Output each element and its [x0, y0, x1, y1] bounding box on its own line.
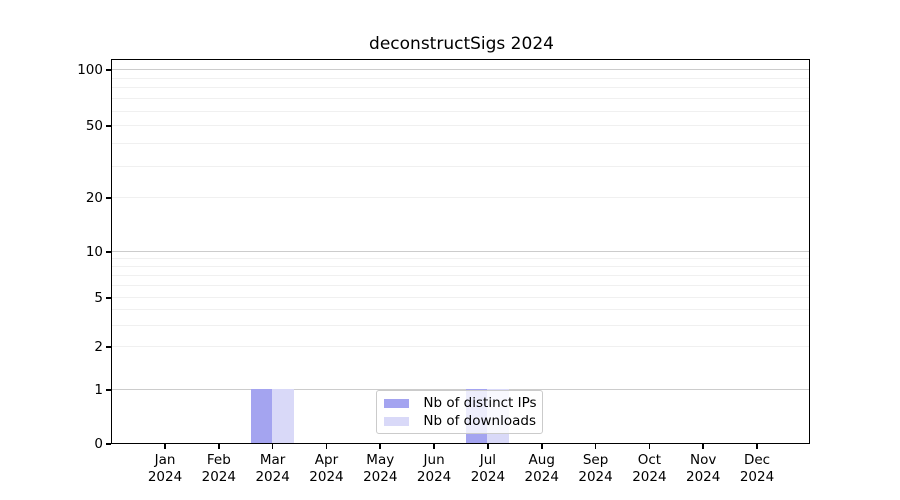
- gridline-minor-y9: [112, 258, 810, 260]
- gridline-minor-y80: [112, 87, 810, 89]
- y-tick-2: [106, 346, 112, 348]
- legend: Nb of distinct IPs Nb of downloads: [376, 390, 544, 435]
- gridline-minor-y90: [112, 77, 810, 79]
- x-tick-jul-2024: [487, 444, 489, 449]
- x-tick-sep-2024: [594, 444, 597, 449]
- x-tick-label-jul-2024: Jul 2024: [470, 452, 506, 485]
- y-tick-label-0: 0: [94, 435, 103, 452]
- x-tick-feb-2024: [218, 444, 220, 449]
- x-tick-may-2024: [379, 444, 382, 449]
- x-tick-label-feb-2024: Feb 2024: [201, 452, 236, 485]
- gridline-minor-y3: [112, 324, 810, 326]
- plot-area: Nb of distinct IPs Nb of downloads: [111, 59, 811, 445]
- legend-item-distinct-ips: Nb of distinct IPs: [377, 394, 542, 412]
- y-tick-label-1: 1: [94, 381, 103, 398]
- x-tick-jun-2024: [433, 444, 435, 449]
- gridline-major-y10: [112, 251, 810, 253]
- y-tick-20: [106, 197, 112, 199]
- gridline-minor-y5: [112, 297, 810, 299]
- gridline-minor-y40: [112, 142, 810, 144]
- x-tick-label-mar-2024: Mar 2024: [255, 452, 290, 485]
- y-tick-0: [106, 443, 112, 445]
- x-tick-mar-2024: [271, 444, 274, 449]
- y-tick-label-100: 100: [77, 61, 103, 78]
- x-tick-apr-2024: [325, 444, 328, 449]
- x-tick-label-jun-2024: Jun 2024: [416, 452, 452, 485]
- y-tick-label-50: 50: [85, 117, 103, 134]
- x-tick-jan-2024: [164, 444, 166, 449]
- gridline-minor-y70: [112, 98, 810, 100]
- y-tick-100: [106, 69, 112, 71]
- gridline-major-y1: [112, 389, 810, 391]
- y-tick-50: [106, 125, 112, 127]
- gridline-major-y100: [112, 69, 810, 71]
- legend-item-downloads: Nb of downloads: [377, 412, 542, 430]
- gridline-minor-y20: [112, 197, 810, 199]
- gridlines-layer: [112, 60, 810, 443]
- gridline-minor-y8: [112, 266, 810, 268]
- gridline-minor-y50: [112, 125, 810, 127]
- y-tick-label-10: 10: [85, 243, 103, 260]
- gridline-minor-y2: [112, 346, 810, 348]
- x-tick-oct-2024: [648, 444, 651, 449]
- x-tick-dec-2024: [756, 444, 758, 449]
- gridline-minor-y6: [112, 285, 810, 287]
- legend-label-downloads: Nb of downloads: [423, 413, 536, 430]
- legend-swatch-distinct-ips: [384, 398, 410, 408]
- gridline-minor-y60: [112, 110, 810, 112]
- y-tick-10: [106, 251, 112, 253]
- y-tick-label-20: 20: [85, 189, 103, 206]
- x-tick-label-dec-2024: Dec 2024: [739, 452, 775, 485]
- gridline-minor-y30: [112, 165, 810, 167]
- gridline-minor-y7: [112, 275, 810, 277]
- x-tick-label-jan-2024: Jan 2024: [147, 452, 183, 485]
- x-tick-label-oct-2024: Oct 2024: [632, 452, 667, 485]
- chart-title: deconstructSigs 2024: [369, 34, 554, 54]
- x-tick-nov-2024: [702, 444, 704, 449]
- x-tick-label-aug-2024: Aug 2024: [524, 452, 559, 485]
- y-tick-label-2: 2: [94, 338, 103, 355]
- legend-label-distinct-ips: Nb of distinct IPs: [423, 395, 537, 412]
- x-tick-label-sep-2024: Sep 2024: [578, 452, 613, 485]
- y-tick-1: [106, 389, 112, 391]
- y-tick-5: [106, 297, 112, 299]
- x-tick-label-nov-2024: Nov 2024: [686, 452, 721, 485]
- x-tick-label-apr-2024: Apr 2024: [309, 452, 344, 485]
- gridline-minor-y4: [112, 309, 810, 311]
- y-tick-label-5: 5: [94, 289, 103, 306]
- bars-layer: [112, 60, 809, 444]
- legend-swatch-downloads: [384, 416, 410, 426]
- bar-nb-of-downloads-mar-2024: [272, 389, 294, 444]
- bar-nb-of-distinct-ips-mar-2024: [250, 389, 273, 444]
- x-tick-aug-2024: [540, 444, 543, 449]
- x-tick-label-may-2024: May 2024: [363, 452, 398, 485]
